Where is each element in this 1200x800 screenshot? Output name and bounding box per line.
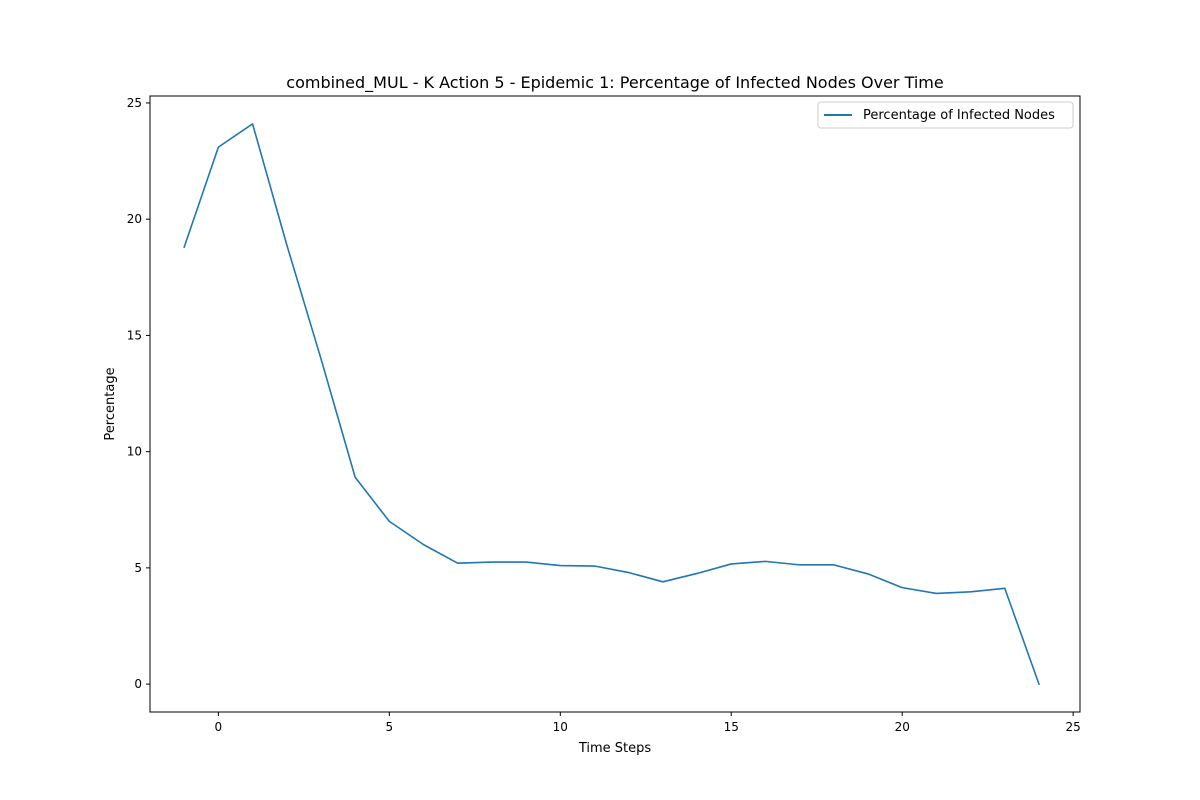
y-tick-label: 0 xyxy=(134,677,142,691)
x-tick-label: 5 xyxy=(386,720,394,734)
x-tick-label: 10 xyxy=(553,720,568,734)
x-tick-label: 0 xyxy=(215,720,223,734)
chart-title: combined_MUL - K Action 5 - Epidemic 1: … xyxy=(286,73,943,93)
x-tick-label: 20 xyxy=(895,720,910,734)
plot-area xyxy=(149,95,1081,713)
y-tick-label: 25 xyxy=(127,96,142,110)
y-tick-label: 10 xyxy=(127,445,142,459)
y-axis: 0 5 10 15 20 25 xyxy=(127,96,150,691)
x-tick-label: 25 xyxy=(1066,720,1081,734)
y-axis-label: Percentage xyxy=(103,367,118,440)
x-tick-label: 15 xyxy=(724,720,739,734)
x-axis: 0 5 10 15 20 25 xyxy=(215,712,1081,734)
legend-box xyxy=(817,101,1074,129)
legend: Percentage of Infected Nodes xyxy=(817,101,1074,129)
y-tick-label: 20 xyxy=(127,212,142,226)
legend-label: Percentage of Infected Nodes xyxy=(863,108,1055,123)
x-axis-label: Time Steps xyxy=(578,741,652,756)
series-layer xyxy=(183,123,1040,686)
y-tick-label: 5 xyxy=(134,561,142,575)
y-tick-label: 15 xyxy=(127,328,142,342)
series-line-0 xyxy=(183,123,1040,686)
axes-frame xyxy=(149,95,1081,713)
